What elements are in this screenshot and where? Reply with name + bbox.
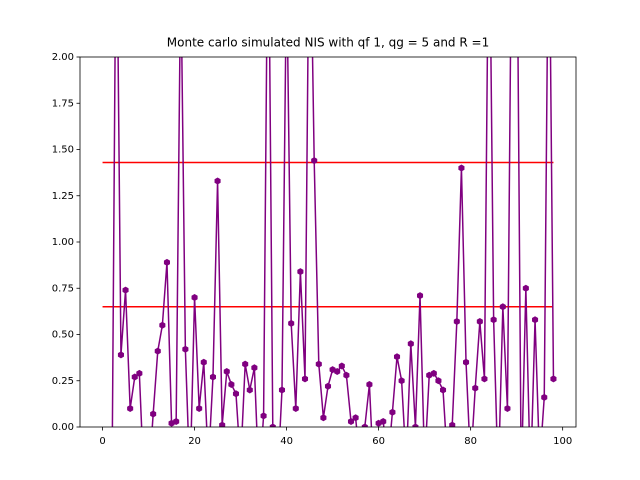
data-point [311, 157, 318, 165]
y-tick-label: 0.00 [52, 422, 74, 433]
data-point [334, 368, 341, 375]
data-point [223, 368, 230, 375]
data-point [472, 384, 479, 392]
data-point [269, 423, 276, 427]
x-tick-label: 60 [372, 436, 385, 447]
data-point [532, 316, 539, 324]
data-point [347, 417, 355, 425]
data-point [131, 373, 138, 381]
data-point [196, 405, 203, 412]
data-point [154, 347, 161, 355]
data-point [393, 353, 401, 361]
x-tick-label: 80 [464, 436, 477, 447]
data-point [458, 164, 465, 172]
data-point [435, 377, 442, 385]
data-point [550, 375, 557, 383]
data-point [292, 405, 299, 412]
data-point [343, 371, 350, 379]
data-point [407, 340, 414, 348]
y-tick-label: 0.50 [52, 330, 74, 341]
data-point [463, 358, 470, 366]
data-point [329, 366, 336, 374]
data-point [278, 386, 286, 394]
data-point [163, 258, 170, 266]
data-point [430, 369, 437, 377]
y-tick-label: 1.00 [52, 237, 74, 248]
data-point [426, 371, 433, 379]
data-point [499, 303, 506, 311]
data-point [375, 419, 382, 427]
data-point [232, 390, 240, 398]
data-point [301, 375, 309, 383]
plot-area [102, 57, 557, 427]
data-point [150, 410, 157, 418]
data-point [361, 423, 368, 427]
data-point [191, 294, 198, 301]
data-point [366, 380, 373, 388]
y-tick-label: 0.75 [52, 283, 74, 294]
data-point [127, 405, 134, 412]
chart-title: Monte carlo simulated NIS with qf 1, qg … [167, 36, 489, 50]
data-point [209, 373, 217, 381]
data-point [260, 412, 267, 420]
data-point [136, 369, 143, 377]
data-point [168, 419, 175, 427]
data-point [159, 321, 166, 329]
x-tick-label: 40 [280, 436, 293, 447]
data-point [476, 318, 483, 326]
data-point [453, 318, 460, 326]
x-tick-label: 100 [553, 436, 572, 447]
data-point [481, 375, 488, 383]
data-point [338, 362, 345, 370]
data-point [219, 421, 226, 427]
y-tick-label: 1.50 [52, 145, 74, 156]
y-tick-label: 0.25 [52, 376, 74, 387]
data-point [246, 386, 253, 394]
data-point [214, 177, 221, 185]
data-point [228, 380, 235, 388]
data-point [541, 393, 548, 401]
data-point [490, 316, 497, 324]
data-point [389, 408, 396, 416]
data-point [522, 284, 529, 292]
data-point [412, 423, 419, 427]
data-point [200, 358, 207, 366]
data-point [320, 414, 327, 422]
data-point [182, 345, 189, 353]
data-point [324, 382, 332, 390]
y-tick-label: 1.75 [52, 98, 74, 109]
data-point [416, 292, 424, 300]
x-tick-label: 0 [99, 436, 105, 447]
data-point [449, 421, 456, 427]
data-point [352, 414, 359, 422]
data-point [439, 386, 447, 394]
data-point [251, 364, 258, 372]
data-point [315, 360, 322, 368]
data-point [122, 286, 129, 294]
data-point [398, 377, 405, 385]
data-point [173, 417, 180, 425]
data-point [117, 351, 124, 359]
data-point [380, 417, 387, 425]
data-point [288, 319, 295, 327]
y-tick-label: 2.00 [52, 52, 74, 63]
data-point [242, 360, 249, 368]
x-tick-label: 20 [188, 436, 201, 447]
data-point [504, 405, 511, 412]
data-point [297, 268, 304, 276]
y-tick-label: 1.25 [52, 191, 74, 202]
